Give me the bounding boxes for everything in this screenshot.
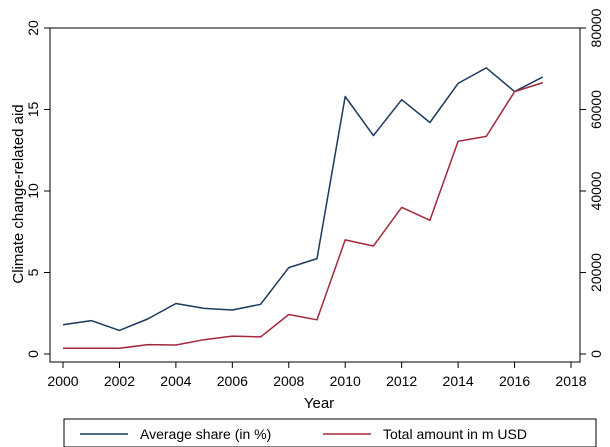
right-y-tick-label: 60000 — [588, 90, 604, 129]
right-y-axis: 0 20000 40000 60000 80000 — [580, 8, 604, 358]
legend-label-average-share: Average share (in %) — [140, 426, 271, 442]
x-tick-label: 2002 — [104, 373, 135, 389]
x-tick-label: 2012 — [386, 373, 417, 389]
legend-box — [63, 418, 597, 447]
left-y-tick-label: 10 — [25, 183, 41, 199]
x-axis-title: Year — [304, 395, 334, 412]
x-tick-label: 2004 — [160, 373, 191, 389]
left-y-tick-label: 0 — [25, 350, 41, 358]
plot-frame — [49, 27, 581, 363]
left-y-tick-label: 15 — [25, 102, 41, 118]
series-line-average-share — [62, 67, 544, 332]
left-y-axis: 0 5 10 15 20 — [25, 20, 50, 358]
left-y-tick-label: 5 — [25, 268, 41, 276]
x-tick-label: 2018 — [555, 373, 586, 389]
x-tick-label: 2014 — [443, 373, 474, 389]
right-y-tick-label: 80000 — [588, 8, 604, 47]
right-y-tick-label: 20000 — [588, 253, 604, 292]
legend-label-total-amount: Total amount in m USD — [383, 426, 527, 442]
x-tick-label: 2008 — [273, 373, 304, 389]
y-axis-title: Climate change-related aid — [10, 104, 27, 283]
right-y-tick-label: 0 — [588, 350, 604, 358]
right-y-tick-label: 40000 — [588, 171, 604, 210]
legend: Average share (in %) Total amount in m U… — [63, 418, 597, 447]
x-tick-label: 2000 — [47, 373, 78, 389]
x-tick-label: 2010 — [330, 373, 361, 389]
series-line-total-amount — [63, 81, 544, 350]
x-tick-label: 2006 — [217, 373, 248, 389]
plot-border — [49, 27, 581, 363]
left-y-tick-label: 20 — [25, 20, 41, 36]
series-layer — [62, 67, 544, 350]
x-axis: 2000 2002 2004 2006 2008 2010 2012 2014 2016 2018 — [47, 362, 587, 389]
x-tick-label: 2016 — [499, 373, 530, 389]
